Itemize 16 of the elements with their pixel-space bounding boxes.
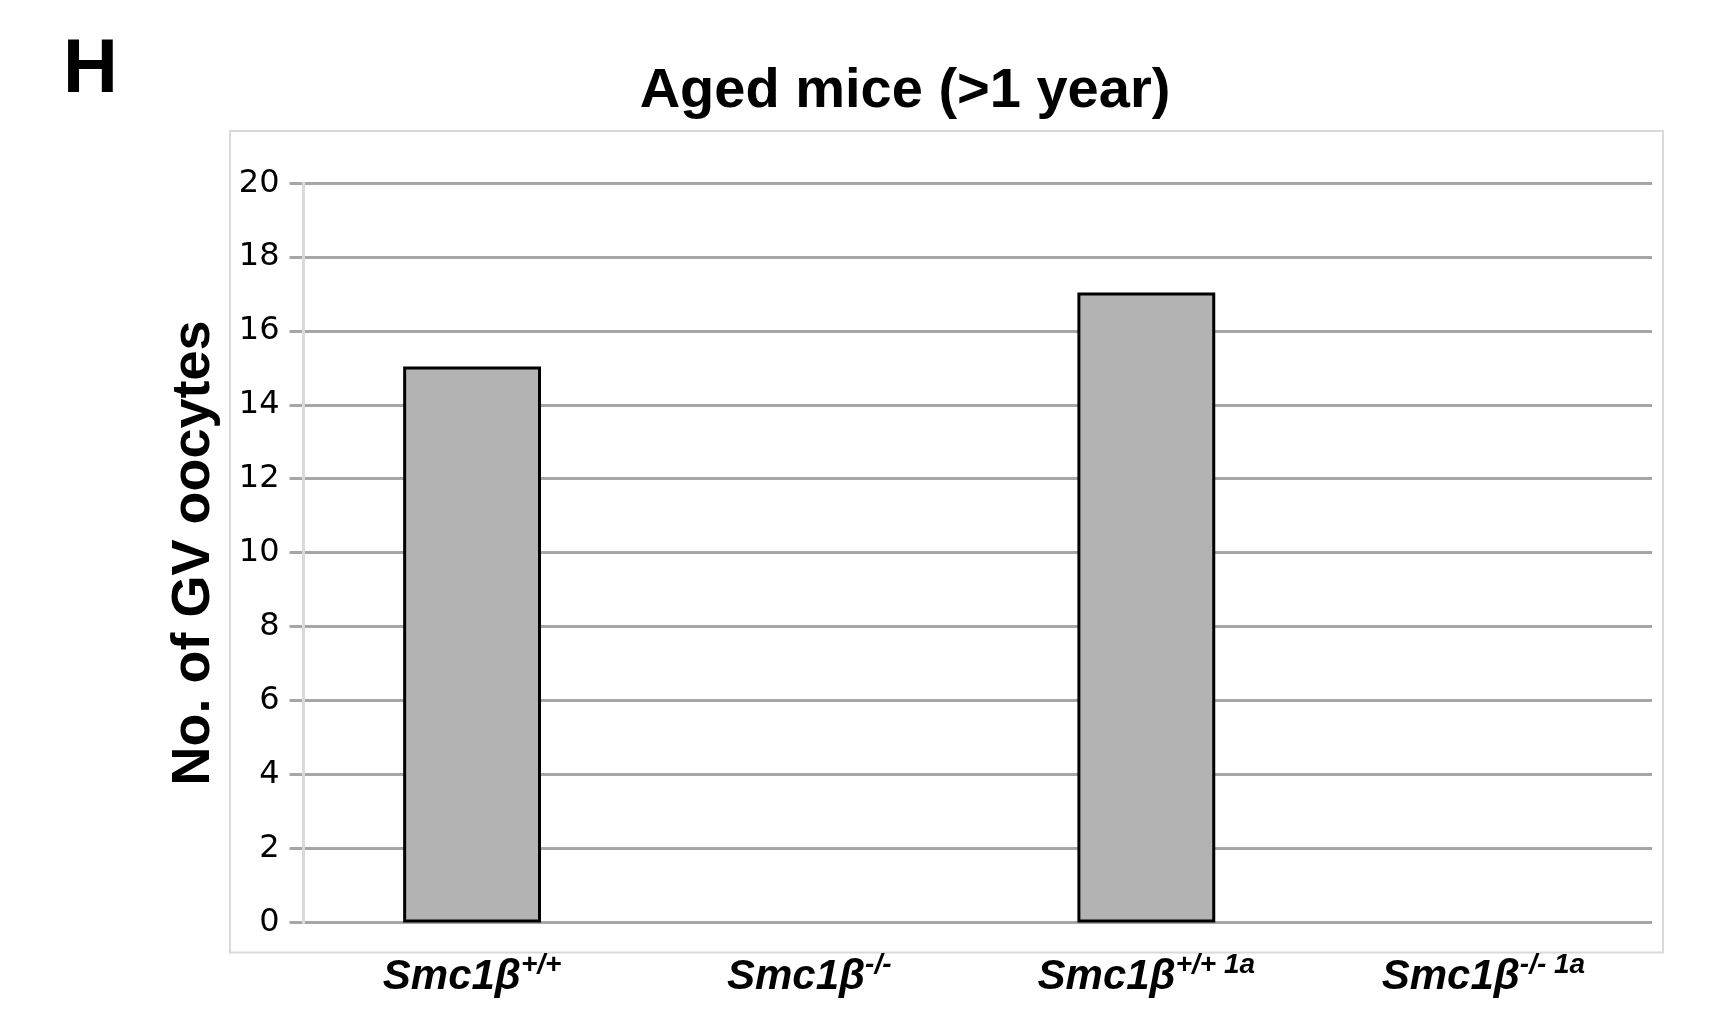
y-tick-label: 2 [259,826,280,865]
y-tick-label: 14 [238,383,280,422]
y-tick-label: 10 [238,531,280,570]
y-tick-label: 20 [238,161,280,200]
y-tick-label: 0 [259,900,280,939]
y-tick-label: 4 [259,753,280,792]
y-tick-label: 6 [259,679,280,718]
y-axis-title: No. of GV oocytes [160,320,221,786]
y-tick-label: 18 [238,235,280,274]
y-tick-label: 8 [259,605,280,644]
x-tick-label: Smc1β+/+ [382,947,562,998]
chart-title: Aged mice (>1 year) [639,56,1171,120]
y-tick-label: 16 [238,309,280,348]
y-tick-label: 12 [238,457,280,496]
x-tick-label: Smc1β-/- [726,947,892,998]
text: H [63,23,118,108]
